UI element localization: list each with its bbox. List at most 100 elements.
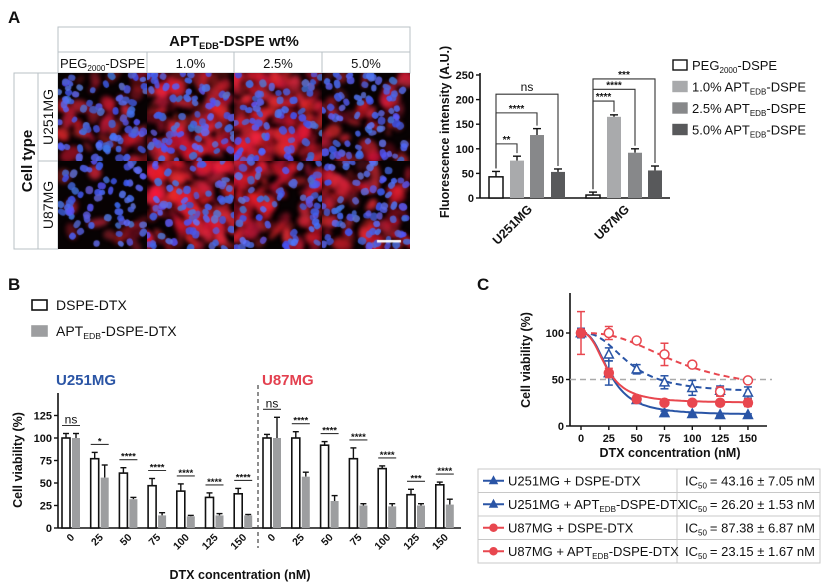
ic50-subscript: 50	[698, 481, 707, 490]
bar-u251mg-75nM-dspe-dtx	[147, 484, 157, 529]
panel-label-c: C	[477, 275, 489, 294]
x-tick-label: 50	[631, 433, 643, 445]
row-label: U87MG	[40, 181, 56, 229]
bar-u87mg-series2	[607, 116, 621, 198]
ic50-value: IC50 = 23.15 ± 1.67 nM	[685, 544, 815, 561]
ic50-label: IC	[685, 473, 698, 488]
data-point	[659, 349, 670, 360]
column-header-main: 2.5%	[263, 56, 293, 71]
y-axis-label: Cell viability (%)	[519, 312, 533, 408]
micrograph-u251mg-col2	[147, 73, 234, 161]
series-4	[575, 310, 754, 408]
bar-u87mg-125nM-apt-dspe-dtx	[417, 505, 425, 528]
header-title-rest: -DSPE wt%	[219, 33, 299, 50]
panel-label-a: A	[8, 8, 20, 27]
data-point	[575, 327, 587, 339]
legend-marker-icon	[488, 498, 499, 508]
bar-u87mg-150nM-apt-dspe-dtx	[445, 504, 454, 528]
significance-label: ****	[121, 452, 136, 463]
x-tick-label: 125	[711, 433, 729, 445]
header-title-main: APT	[169, 33, 199, 50]
legend-entry-subscript: 2000	[719, 66, 737, 75]
legend-entry-subscript: EDB	[83, 331, 101, 341]
x-tick-label: 150	[739, 433, 757, 445]
bar-u87mg-75nM-dspe-dtx	[348, 457, 359, 529]
data-point	[659, 397, 670, 408]
dose-response-chart: 0 50 100 0 25 50 75 100 125 150 Cell viability (%)…	[519, 293, 772, 460]
y-axis-label: Cell viability (%)	[11, 412, 25, 508]
bar-u251mg-50nM-apt-dspe-dtx	[129, 499, 138, 528]
x-tick-label: 75	[348, 532, 365, 549]
significance-label: ****	[150, 463, 165, 474]
significance-label: ****	[437, 466, 452, 477]
legend-swatch	[672, 59, 688, 71]
x-tick-label: 75	[658, 433, 670, 445]
fluorescence-chart: 0 50 100 150 200 250 Fluorescence intensity (A…	[438, 46, 806, 248]
data-point	[742, 408, 754, 420]
ic50-subscript: 50	[698, 528, 707, 537]
series-name-main: U251MG + DSPE-DTX	[508, 473, 641, 488]
legend-entry-rest: -DSPE	[737, 58, 777, 73]
x-tick-label: 0	[578, 433, 584, 445]
bar-u251mg-50nM-dspe-dtx	[118, 472, 129, 529]
data-point	[714, 408, 726, 420]
series-name: U87MG + APTEDB-DSPE-DTX	[508, 544, 679, 561]
series-name-subscript: EDB	[592, 552, 609, 561]
data-point	[630, 362, 643, 374]
significance-label: ****	[380, 450, 395, 461]
bar-u87mg-series4	[648, 170, 662, 198]
data-point	[631, 393, 642, 405]
significance-label: ns	[521, 80, 534, 94]
legend-swatch	[672, 80, 688, 93]
series-name: U251MG + APTEDB-DSPE-DTX	[508, 497, 686, 514]
data-point	[658, 375, 671, 387]
bar-u87mg-100nM-apt-dspe-dtx	[388, 506, 397, 528]
legend-entry-main: 5.0% APT	[692, 123, 750, 138]
x-category-label: U87MG	[592, 202, 632, 242]
ic50-value: IC50 = 26.20 ± 1.53 nM	[685, 497, 815, 514]
column-header: 5.0%	[351, 56, 381, 71]
significance-label: ****	[207, 477, 222, 488]
data-point	[603, 327, 615, 339]
significance-label: ****	[178, 468, 193, 479]
legend-swatch	[31, 299, 48, 311]
bar-u251mg-25nM-apt-dspe-dtx	[100, 477, 109, 528]
bar-u87mg-25nM-dspe-dtx	[290, 437, 301, 529]
x-tick-label: 125	[200, 532, 221, 553]
bar-u87mg-150nM-dspe-dtx	[434, 483, 445, 529]
header-title-cell	[57, 26, 411, 53]
significance-bracket	[495, 93, 559, 169]
legend-marker-icon	[489, 547, 498, 556]
legend-entry-rest: -DSPE-DTX	[101, 323, 177, 339]
y-tick-label: 250	[456, 70, 474, 82]
y-tick-label: 50	[40, 478, 52, 490]
column-header: PEG2000-DSPE	[60, 56, 145, 73]
significance-label: **	[503, 135, 511, 146]
y-tick-label: 100	[456, 144, 474, 156]
series-name-main: U87MG + DSPE-DTX	[508, 520, 634, 535]
y-tick-label: 50	[462, 168, 474, 180]
legend-entry: APTEDB-DSPE-DTX	[56, 323, 177, 341]
bar-u251mg-0nM-dspe-dtx	[61, 437, 71, 529]
ic50-text: = 87.38 ± 6.87 nM	[710, 520, 815, 535]
x-tick-label: 25	[603, 433, 615, 445]
x-tick-label: 125	[401, 532, 422, 553]
ic50-text: = 23.15 ± 1.67 nM	[710, 544, 815, 559]
legend-entry-subscript: EDB	[750, 88, 767, 97]
x-tick-label: 50	[118, 532, 135, 549]
ic50-label: IC	[685, 520, 698, 535]
significance-label: ****	[509, 104, 525, 115]
y-tick-label: 0	[46, 523, 52, 535]
bar-u251mg-150nM-dspe-dtx	[233, 492, 243, 529]
bar-u87mg-25nM-apt-dspe-dtx	[301, 476, 310, 528]
y-tick-label: 150	[456, 119, 474, 131]
series-name: U87MG + DSPE-DTX	[508, 520, 634, 535]
y-tick-label: 25	[40, 501, 52, 513]
column-header: 2.5%	[263, 56, 293, 71]
bar-u251mg-75nM-apt-dspe-dtx	[158, 515, 167, 528]
bar-u87mg-50nM-apt-dspe-dtx	[330, 501, 339, 528]
ic50-text: = 43.16 ± 7.05 nM	[710, 473, 815, 488]
data-point	[742, 385, 754, 397]
y-tick-label: 0	[558, 421, 564, 433]
